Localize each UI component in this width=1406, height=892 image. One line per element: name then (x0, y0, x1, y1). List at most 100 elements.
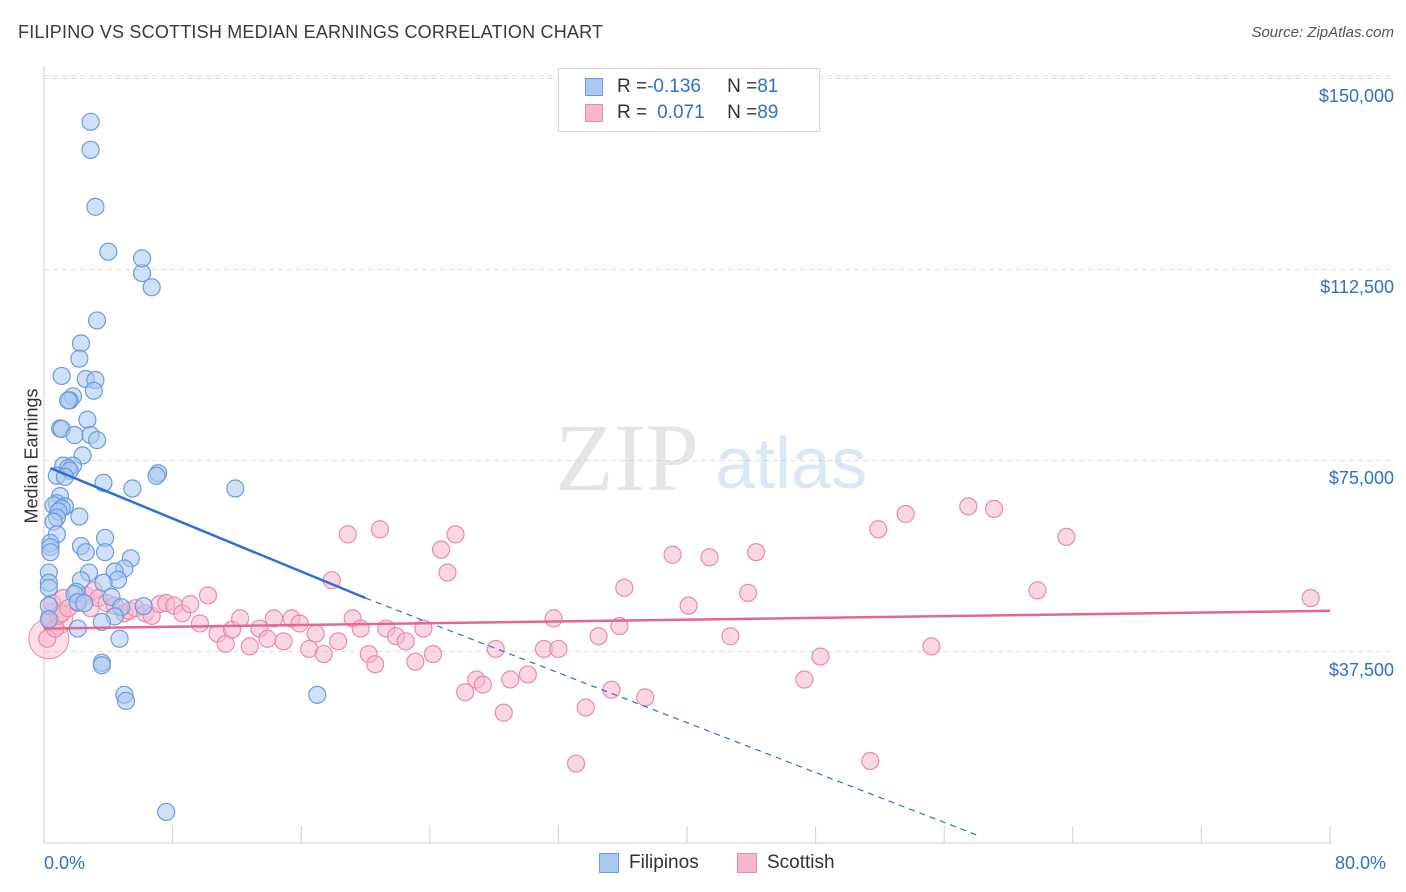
filipinos-point (94, 573, 113, 592)
filipinos-point (142, 278, 161, 297)
scottish-point (446, 525, 465, 544)
watermark-zip: ZIP (555, 404, 699, 511)
scottish-point (338, 525, 357, 544)
scottish-point (738, 583, 758, 603)
filipinos-point (132, 249, 152, 268)
scottish-point (406, 652, 425, 671)
scottish-point (984, 499, 1004, 518)
y-tick-150000: $150,000 (1318, 86, 1394, 106)
scottish-point (1057, 527, 1076, 547)
filipinos-point (147, 466, 166, 485)
scottish-point (198, 586, 218, 605)
filipinos-point (81, 112, 100, 131)
watermark: ZIP atlas (555, 404, 867, 511)
legend-label-filipinos: Filipinos (629, 852, 699, 873)
filipinos-point (70, 507, 89, 526)
filipinos-trend-extension (365, 597, 977, 836)
pink-swatch-icon (585, 104, 603, 122)
scottish-point (366, 655, 385, 674)
scottish-point (811, 647, 830, 666)
legend-item-scottish[interactable]: Scottish (737, 852, 835, 874)
scottish-point (721, 627, 740, 646)
scottish-point (663, 545, 682, 564)
watermark-atlas: atlas (715, 424, 867, 504)
scottish-point (869, 520, 888, 539)
scottish-point (306, 624, 325, 643)
legend-r-value: 0.071 (657, 102, 705, 123)
scottish-point (329, 632, 348, 651)
blue-swatch-icon (585, 78, 603, 96)
filipinos-point (308, 685, 327, 704)
filipinos-point (92, 612, 111, 632)
legend-label-scottish: Scottish (767, 852, 835, 873)
legend-n-value: 89 (757, 102, 779, 123)
filipinos-points (39, 112, 327, 822)
scottish-point (576, 698, 595, 717)
legend-item-filipinos[interactable]: Filipinos (599, 852, 699, 874)
filipinos-point (39, 578, 58, 597)
filipinos-trend-line (49, 466, 366, 600)
scottish-point (501, 670, 520, 689)
filipinos-point (84, 381, 103, 400)
filipinos-point (87, 311, 107, 330)
scottish-point (861, 751, 880, 771)
legend-n-value: 81 (757, 76, 779, 97)
scottish-point (231, 609, 250, 628)
filipinos-point (70, 349, 89, 368)
source-label: Source: ZipAtlas.com (1251, 24, 1394, 41)
filipinos-point (59, 391, 78, 410)
scottish-point (264, 609, 283, 628)
filipinos-point (39, 610, 58, 629)
filipinos-point (65, 425, 84, 445)
filipinos-point (81, 140, 100, 159)
y-tick-37500: $37,500 (1328, 660, 1394, 680)
correlation-legend: R = -0.136 N = 81 R = 0.071 N = 89 (558, 68, 820, 132)
scottish-point (181, 595, 200, 614)
x-tick-max: 80.0% (1335, 853, 1387, 873)
scottish-point (566, 754, 586, 773)
filipinos-point (87, 431, 107, 450)
axes (43, 66, 1332, 844)
filipinos-point (95, 543, 115, 562)
filipinos-point (134, 597, 153, 616)
scottish-point (240, 637, 259, 656)
scottish-point (679, 596, 698, 615)
scottish-point (549, 639, 568, 659)
filipinos-point (41, 543, 60, 562)
filipinos-point (123, 479, 142, 498)
scottish-point (456, 683, 475, 702)
scottish-point (494, 703, 513, 722)
legend-r-label: R = (617, 76, 648, 97)
scottish-point (896, 504, 915, 524)
scottish-point (636, 688, 655, 707)
scottish-point (438, 563, 457, 582)
scottish-point (473, 675, 492, 694)
filipinos-point (116, 691, 136, 711)
scottish-point (351, 619, 370, 638)
scottish-point (314, 644, 333, 664)
scottish-point (1028, 581, 1047, 600)
scottish-point (922, 637, 941, 656)
scottish-point (423, 644, 443, 664)
legend-n-label: N = (727, 76, 758, 97)
legend-r-value: -0.136 (647, 76, 701, 97)
scottish-point (290, 614, 309, 633)
scottish-trend-line (43, 609, 1331, 630)
y-tick-75000: $75,000 (1328, 468, 1394, 488)
y-tick-112500: $112,500 (1320, 277, 1394, 297)
scottish-point (589, 627, 608, 646)
legend-r-label: R = (617, 102, 648, 123)
filipinos-point (78, 410, 97, 429)
y-axis-label: Median Earnings (21, 388, 42, 524)
x-tick-min: 0.0% (44, 853, 86, 873)
filipinos-point (76, 543, 95, 562)
filipinos-point (99, 242, 118, 261)
filipinos-point (226, 479, 245, 498)
scottish-point (190, 614, 210, 633)
series-legend: Filipinos Scottish (0, 852, 1406, 876)
filipinos-point (92, 656, 111, 675)
chart-title: FILIPINO VS SCOTTISH MEDIAN EARNINGS COR… (18, 22, 604, 42)
filipinos-point (52, 366, 71, 386)
filipinos-point (71, 334, 91, 353)
